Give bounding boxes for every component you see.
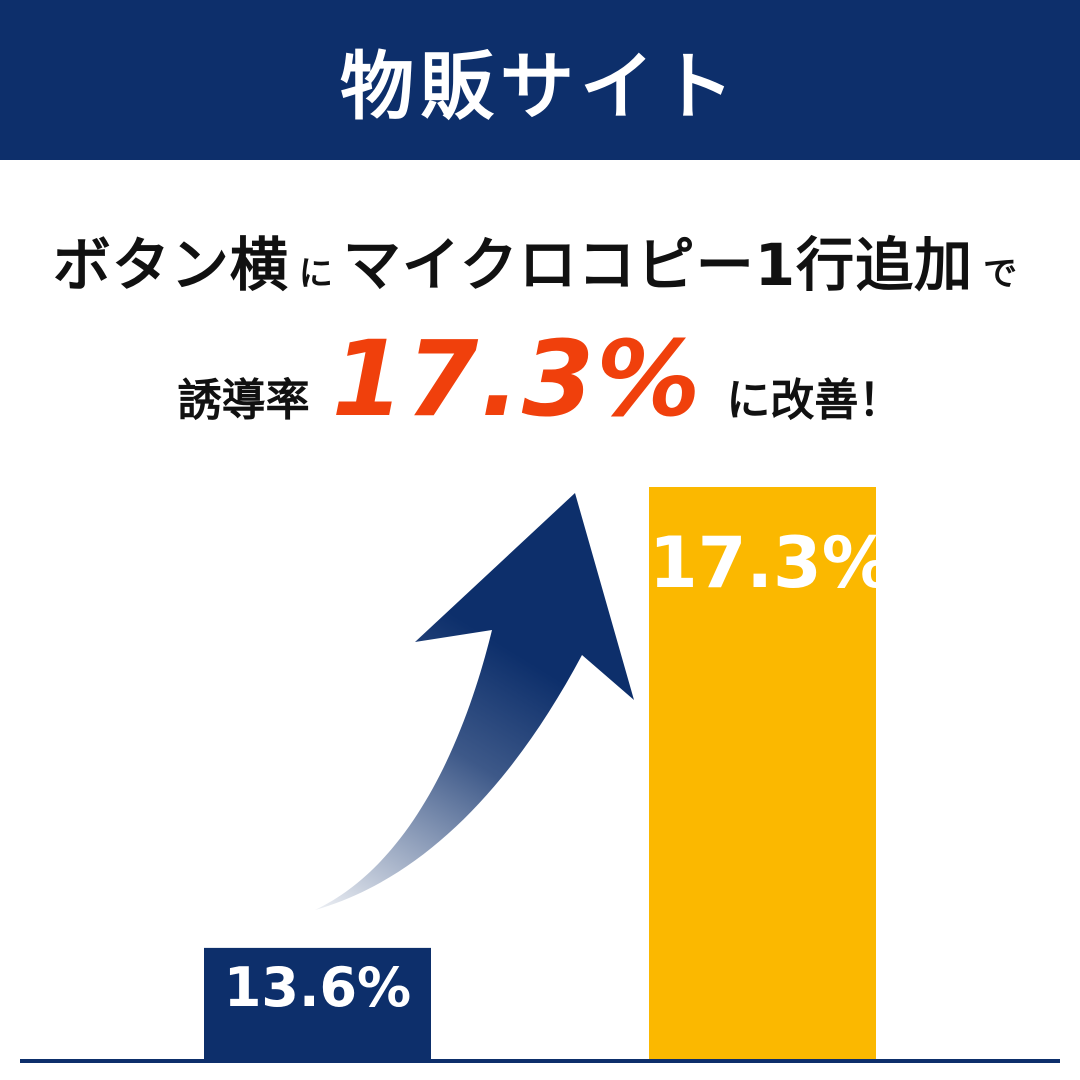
bar-label-after: 17.3% — [649, 522, 892, 604]
result-line: 誘導率 17.3% に改善！ — [0, 318, 1080, 440]
header-title: 物販サイト — [340, 43, 740, 130]
headline-part-4: で — [983, 254, 1018, 294]
result-prefix: 誘導率 — [177, 375, 310, 426]
baseline — [20, 1059, 1060, 1063]
growth-arrow-icon — [315, 493, 634, 910]
headline-part-1: ボタン横 — [52, 231, 289, 299]
headline-part-2: に — [298, 254, 333, 294]
bar-after — [649, 487, 876, 1060]
result-value: 17.3% — [331, 318, 703, 440]
headline: ボタン横 に マイクロコピー1行追加 で — [0, 218, 1080, 299]
bar-label-before: 13.6% — [223, 956, 412, 1019]
bar-before — [204, 947, 431, 1060]
header-banner: 物販サイト — [0, 0, 1080, 160]
headline-part-3: マイクロコピー1行追加 — [342, 231, 974, 299]
result-suffix: に改善！ — [726, 375, 903, 426]
